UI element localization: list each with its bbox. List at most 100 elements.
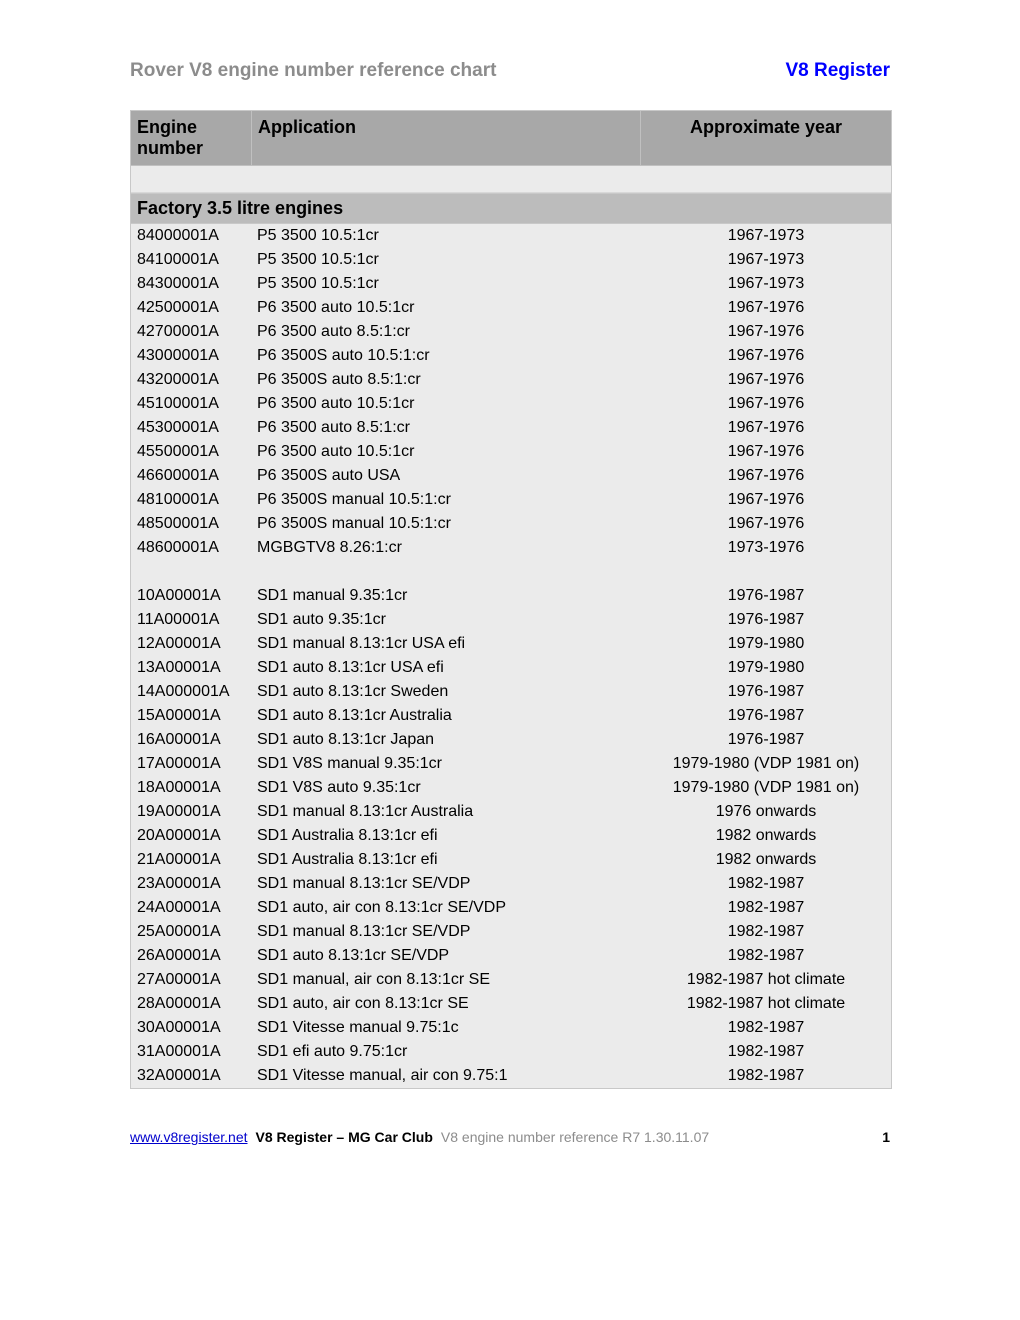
table-row: 28A00001ASD1 auto, air con 8.13:1cr SE19… <box>131 992 891 1016</box>
cell-year: 1973-1976 <box>641 536 891 560</box>
cell-application: P6 3500S auto 8.5:1:cr <box>251 368 641 392</box>
cell-engine: 19A00001A <box>131 800 251 824</box>
table-row: 20A00001ASD1 Australia 8.13:1cr efi1982 … <box>131 824 891 848</box>
cell-year: 1979-1980 (VDP 1981 on) <box>641 752 891 776</box>
table-row: 84000001AP5 3500 10.5:1cr1967-1973 <box>131 224 891 248</box>
table-row: 46600001AP6 3500S auto USA1967-1976 <box>131 464 891 488</box>
table-row: 21A00001ASD1 Australia 8.13:1cr efi1982 … <box>131 848 891 872</box>
col-header-year: Approximate year <box>641 111 891 165</box>
cell-year: 1982-1987 <box>641 896 891 920</box>
cell-year: 1982-1987 hot climate <box>641 992 891 1016</box>
cell-year: 1967-1976 <box>641 416 891 440</box>
register-link[interactable]: V8 Register <box>785 60 890 82</box>
cell-engine: 17A00001A <box>131 752 251 776</box>
cell-year: 1976-1987 <box>641 728 891 752</box>
table-row: 48600001AMGBGTV8 8.26:1:cr1973-1976 <box>131 536 891 560</box>
table-body-group2: 10A00001ASD1 manual 9.35:1cr1976-198711A… <box>131 584 891 1088</box>
cell-application: SD1 manual 8.13:1cr Australia <box>251 800 641 824</box>
table-row: 45100001AP6 3500 auto 10.5:1cr1967-1976 <box>131 392 891 416</box>
cell-application: P6 3500S manual 10.5:1:cr <box>251 488 641 512</box>
cell-engine: 18A00001A <box>131 776 251 800</box>
cell-engine: 28A00001A <box>131 992 251 1016</box>
cell-engine: 27A00001A <box>131 968 251 992</box>
cell-engine: 10A00001A <box>131 584 251 608</box>
footer-org: V8 Register – MG Car Club <box>256 1129 433 1145</box>
page: Rover V8 engine number reference chart V… <box>0 0 1020 1185</box>
cell-application: P5 3500 10.5:1cr <box>251 248 641 272</box>
col-header-application: Application <box>251 111 641 165</box>
table-row: 16A00001ASD1 auto 8.13:1cr Japan1976-198… <box>131 728 891 752</box>
cell-engine: 46600001A <box>131 464 251 488</box>
cell-application: SD1 auto 8.13:1cr Australia <box>251 704 641 728</box>
cell-engine: 45100001A <box>131 392 251 416</box>
cell-year: 1967-1973 <box>641 224 891 248</box>
cell-application: SD1 V8S manual 9.35:1cr <box>251 752 641 776</box>
cell-engine: 25A00001A <box>131 920 251 944</box>
cell-year: 1982-1987 hot climate <box>641 968 891 992</box>
cell-year: 1967-1976 <box>641 368 891 392</box>
footer-page-number: 1 <box>882 1129 890 1145</box>
cell-engine: 42500001A <box>131 296 251 320</box>
cell-year: 1967-1976 <box>641 392 891 416</box>
cell-application: SD1 Vitesse manual, air con 9.75:1 <box>251 1064 641 1088</box>
cell-application: SD1 auto 8.13:1cr Japan <box>251 728 641 752</box>
cell-year: 1982-1987 <box>641 1064 891 1088</box>
cell-application: SD1 Vitesse manual 9.75:1c <box>251 1016 641 1040</box>
page-header: Rover V8 engine number reference chart V… <box>130 60 890 82</box>
section-heading: Factory 3.5 litre engines <box>131 193 891 224</box>
cell-engine: 84000001A <box>131 224 251 248</box>
table-row: 43200001AP6 3500S auto 8.5:1:cr1967-1976 <box>131 368 891 392</box>
table-header: Engine number Application Approximate ye… <box>131 111 891 166</box>
footer-url[interactable]: www.v8register.net <box>130 1129 248 1145</box>
table-body-group1: 84000001AP5 3500 10.5:1cr1967-1973841000… <box>131 224 891 560</box>
cell-year: 1976-1987 <box>641 584 891 608</box>
col-header-engine: Engine number <box>131 111 251 165</box>
cell-application: MGBGTV8 8.26:1:cr <box>251 536 641 560</box>
cell-application: SD1 auto, air con 8.13:1cr SE <box>251 992 641 1016</box>
cell-application: SD1 manual 9.35:1cr <box>251 584 641 608</box>
cell-engine: 32A00001A <box>131 1064 251 1088</box>
cell-engine: 13A00001A <box>131 656 251 680</box>
page-title: Rover V8 engine number reference chart <box>130 60 496 82</box>
table-row: 48500001AP6 3500S manual 10.5:1:cr1967-1… <box>131 512 891 536</box>
cell-year: 1982 onwards <box>641 824 891 848</box>
cell-application: P6 3500 auto 8.5:1:cr <box>251 416 641 440</box>
engine-table: Engine number Application Approximate ye… <box>130 110 892 1089</box>
cell-application: SD1 auto 9.35:1cr <box>251 608 641 632</box>
cell-application: P6 3500S auto USA <box>251 464 641 488</box>
cell-year: 1979-1980 <box>641 656 891 680</box>
cell-engine: 30A00001A <box>131 1016 251 1040</box>
cell-year: 1967-1973 <box>641 272 891 296</box>
cell-year: 1982-1987 <box>641 1040 891 1064</box>
cell-year: 1982 onwards <box>641 848 891 872</box>
table-row: 24A00001ASD1 auto, air con 8.13:1cr SE/V… <box>131 896 891 920</box>
cell-application: SD1 auto 8.13:1cr USA efi <box>251 656 641 680</box>
cell-year: 1967-1976 <box>641 440 891 464</box>
cell-year: 1976-1987 <box>641 680 891 704</box>
cell-engine: 31A00001A <box>131 1040 251 1064</box>
cell-engine: 43000001A <box>131 344 251 368</box>
cell-engine: 45500001A <box>131 440 251 464</box>
table-row: 11A00001ASD1 auto 9.35:1cr1976-1987 <box>131 608 891 632</box>
cell-engine: 15A00001A <box>131 704 251 728</box>
table-row: 12A00001ASD1 manual 8.13:1cr USA efi1979… <box>131 632 891 656</box>
cell-year: 1967-1976 <box>641 488 891 512</box>
cell-engine: 21A00001A <box>131 848 251 872</box>
table-row: 26A00001ASD1 auto 8.13:1cr SE/VDP1982-19… <box>131 944 891 968</box>
cell-year: 1982-1987 <box>641 872 891 896</box>
table-row: 45500001AP6 3500 auto 10.5:1cr1967-1976 <box>131 440 891 464</box>
cell-engine: 24A00001A <box>131 896 251 920</box>
table-row: 43000001AP6 3500S auto 10.5:1:cr1967-197… <box>131 344 891 368</box>
cell-application: SD1 manual 8.13:1cr SE/VDP <box>251 872 641 896</box>
table-row: 18A00001ASD1 V8S auto 9.35:1cr1979-1980 … <box>131 776 891 800</box>
table-row: 23A00001ASD1 manual 8.13:1cr SE/VDP1982-… <box>131 872 891 896</box>
cell-application: SD1 auto 8.13:1cr Sweden <box>251 680 641 704</box>
cell-application: SD1 auto, air con 8.13:1cr SE/VDP <box>251 896 641 920</box>
table-row: 84100001AP5 3500 10.5:1cr1967-1973 <box>131 248 891 272</box>
cell-engine: 45300001A <box>131 416 251 440</box>
table-row: 10A00001ASD1 manual 9.35:1cr1976-1987 <box>131 584 891 608</box>
table-row: 13A00001ASD1 auto 8.13:1cr USA efi1979-1… <box>131 656 891 680</box>
table-row: 27A00001ASD1 manual, air con 8.13:1cr SE… <box>131 968 891 992</box>
cell-application: P6 3500 auto 10.5:1cr <box>251 440 641 464</box>
cell-application: P6 3500S manual 10.5:1:cr <box>251 512 641 536</box>
